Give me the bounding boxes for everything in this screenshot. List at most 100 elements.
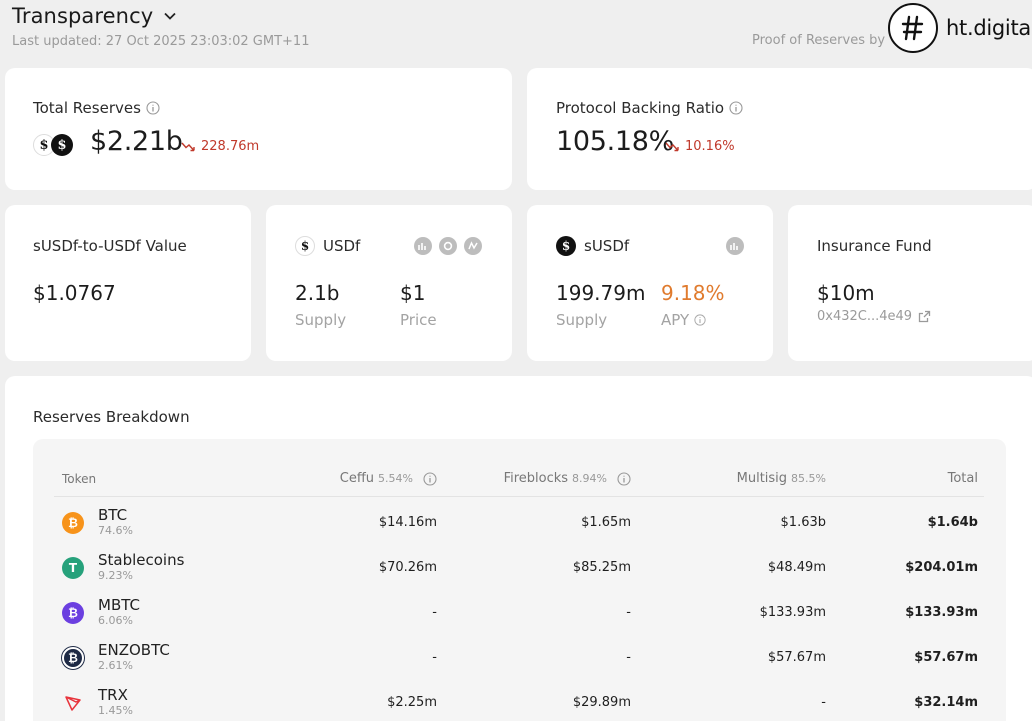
brand-link[interactable]: ht.digital — [888, 3, 1032, 53]
token-pct: 9.23% — [98, 569, 133, 582]
susdf-label: sUSDf — [584, 237, 630, 255]
susdf-coin-icon: $ — [51, 134, 73, 156]
insurance-fund-value: $10m — [817, 281, 875, 305]
token-name: ENZOBTC — [98, 641, 170, 659]
backing-ratio-card: Protocol Backing Ratio 105.18% 10.16% — [527, 68, 1032, 190]
page-title[interactable]: Transparency — [12, 4, 177, 28]
reserves-breakdown-card: Reserves Breakdown Token Ceffu 5.54% Fir… — [5, 376, 1032, 721]
reserves-breakdown-title: Reserves Breakdown — [33, 408, 190, 426]
multisig-value: - — [821, 695, 826, 710]
info-icon[interactable] — [729, 101, 743, 115]
ceffu-value: $14.16m — [378, 515, 437, 530]
chain-icon-1[interactable] — [414, 237, 432, 255]
ceffu-value: - — [432, 605, 437, 620]
total-value: $32.14m — [914, 695, 978, 710]
column-header-fireblocks: Fireblocks 8.94% — [504, 471, 631, 486]
info-icon[interactable] — [423, 471, 437, 486]
last-updated: Last updated: 27 Oct 2025 23:03:02 GMT+1… — [12, 34, 310, 49]
usdf-price-label: Price — [400, 311, 437, 329]
susdf-apy-label: APY — [661, 311, 690, 329]
reserves-table: Token Ceffu 5.54% Fireblocks 8.94% Multi… — [33, 439, 1006, 721]
ceffu-value: $70.26m — [378, 560, 437, 575]
total-reserves-change: 228.76m — [181, 139, 259, 154]
table-row[interactable]: ₿ BTC 74.6% $14.16m $1.65m $1.63b $1.64b — [33, 502, 1006, 547]
column-header-ceffu: Ceffu 5.54% — [340, 471, 437, 486]
token-pct: 74.6% — [98, 524, 133, 537]
token-pct: 6.06% — [98, 614, 133, 627]
chain-icon-3[interactable] — [464, 237, 482, 255]
token-name: Stablecoins — [98, 551, 185, 569]
usdf-coin-icon: $ — [295, 236, 315, 256]
usdf-supply-label: Supply — [295, 311, 347, 329]
total-reserves-value: $2.21b — [90, 126, 183, 157]
multisig-value: $1.63b — [780, 515, 826, 530]
trend-down-icon — [181, 142, 195, 151]
backing-ratio-change: 10.16% — [665, 139, 735, 154]
token-name: BTC — [98, 506, 128, 524]
fireblocks-value: - — [626, 650, 631, 665]
susdf-apy: APY — [661, 311, 706, 329]
trx-icon — [64, 694, 82, 712]
chevron-down-icon — [164, 12, 176, 20]
usdf-label: USDf — [323, 237, 361, 255]
trend-down-icon — [665, 142, 679, 151]
column-header-total: Total — [947, 471, 978, 486]
fireblocks-value: $85.25m — [572, 560, 631, 575]
total-value: $133.93m — [905, 605, 978, 620]
tether-icon: T — [62, 557, 84, 579]
token-pct: 1.45% — [98, 704, 133, 717]
external-link-icon — [918, 310, 931, 323]
header-divider — [54, 496, 984, 497]
btc-icon: ₿ — [62, 512, 84, 534]
usdf-card: $ USDf 2.1b Supply $1 Price — [266, 205, 512, 361]
chain-icon-1[interactable] — [726, 237, 744, 255]
insurance-address: 0x432C...4e49 — [817, 309, 913, 324]
info-icon[interactable] — [146, 101, 160, 115]
info-icon[interactable] — [694, 314, 706, 326]
brand-logo-icon — [888, 3, 938, 53]
table-row[interactable]: ₿ ENZOBTC 2.61% - - $57.67m $57.67m — [33, 637, 1006, 682]
usdf-coin-icon: $ — [33, 134, 55, 156]
susdf-value-label: sUSDf-to-USDf Value — [33, 237, 187, 255]
insurance-address-link[interactable]: 0x432C...4e49 — [817, 309, 931, 324]
total-reserves-card: Total Reserves $ $ $2.21b 228.76m — [5, 68, 512, 190]
table-row[interactable]: ₿ MBTC 6.06% - - $133.93m $133.93m — [33, 592, 1006, 637]
table-row[interactable]: TRX 1.45% $2.25m $29.89m - $32.14m — [33, 682, 1006, 721]
column-header-token: Token — [62, 472, 97, 486]
proof-of-reserves-label: Proof of Reserves by — [752, 33, 886, 48]
total-value: $204.01m — [905, 560, 978, 575]
fireblocks-value: - — [626, 605, 631, 620]
column-header-multisig: Multisig 85.5% — [736, 471, 826, 486]
susdf-card: $ sUSDf 199.79m Supply 9.18% APY — [527, 205, 773, 361]
backing-ratio-value: 105.18% — [556, 126, 675, 157]
insurance-fund-card: Insurance Fund $10m 0x432C...4e49 — [788, 205, 1032, 361]
fireblocks-value: $29.89m — [572, 695, 631, 710]
backing-ratio-label: Protocol Backing Ratio — [556, 99, 725, 117]
info-icon[interactable] — [617, 471, 631, 486]
multisig-value: $133.93m — [759, 605, 826, 620]
usdf-price-value: $1 — [400, 281, 426, 305]
total-value: $57.67m — [914, 650, 978, 665]
susdf-supply-value: 199.79m — [556, 281, 646, 305]
brand-name: ht.digital — [946, 16, 1032, 40]
token-pct: 2.61% — [98, 659, 133, 672]
token-name: MBTC — [98, 596, 140, 614]
fireblocks-value: $1.65m — [581, 515, 631, 530]
enzobtc-icon: ₿ — [62, 647, 84, 669]
chain-icon-2[interactable] — [439, 237, 457, 255]
multisig-value: $48.49m — [767, 560, 826, 575]
ceffu-value: - — [432, 650, 437, 665]
susdf-value-card: sUSDf-to-USDf Value $1.0767 — [5, 205, 251, 361]
multisig-value: $57.67m — [767, 650, 826, 665]
total-value: $1.64b — [927, 515, 978, 530]
ceffu-value: $2.25m — [387, 695, 437, 710]
susdf-value-value: $1.0767 — [33, 281, 116, 305]
table-row[interactable]: T Stablecoins 9.23% $70.26m $85.25m $48.… — [33, 547, 1006, 592]
usdf-supply-value: 2.1b — [295, 281, 340, 305]
token-name: TRX — [98, 686, 128, 704]
susdf-apy-value: 9.18% — [661, 281, 725, 305]
mbtc-icon: ₿ — [62, 602, 84, 624]
susdf-supply-label: Supply — [556, 311, 608, 329]
total-reserves-label: Total Reserves — [33, 99, 141, 117]
insurance-fund-label: Insurance Fund — [817, 237, 932, 255]
